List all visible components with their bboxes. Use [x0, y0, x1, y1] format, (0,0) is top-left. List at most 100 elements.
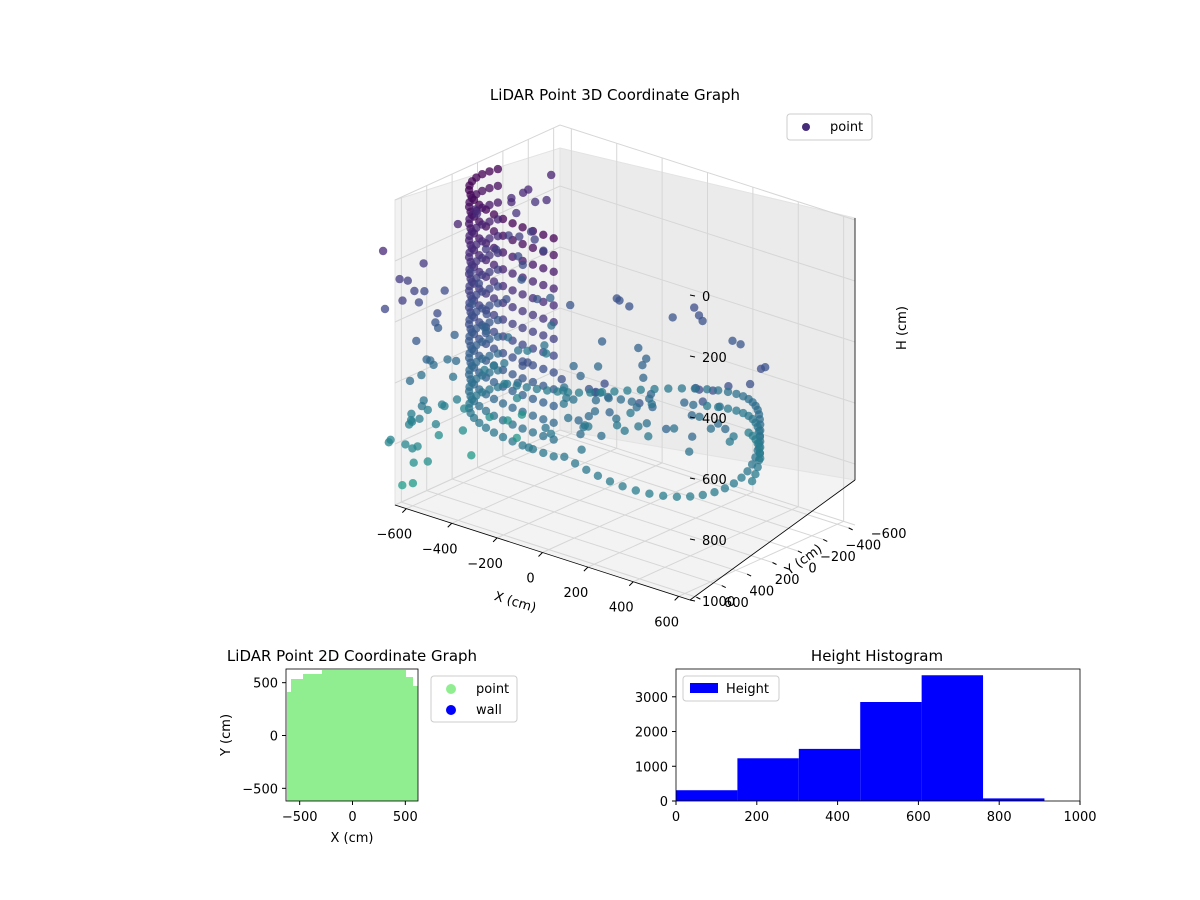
- point-3d: [518, 307, 527, 316]
- scatter-edge-gap: [287, 670, 303, 679]
- point-3d: [620, 426, 629, 435]
- point-3d: [743, 467, 752, 476]
- point-3d: [524, 443, 533, 452]
- point-3d: [478, 203, 487, 212]
- y-tick: [848, 527, 853, 531]
- point-3d: [698, 316, 707, 326]
- point-3d: [493, 232, 503, 241]
- point-3d: [423, 457, 432, 466]
- y-tick-label: −400: [845, 538, 881, 553]
- point-3d: [508, 353, 517, 362]
- x-tick: [538, 552, 543, 557]
- point-3d: [639, 373, 648, 382]
- legend-3d: point: [786, 113, 873, 141]
- point-3d: [493, 315, 503, 325]
- y-tick: [797, 550, 803, 554]
- point-3d: [720, 484, 730, 493]
- grid-line-z: [394, 124, 856, 221]
- point-3d: [616, 395, 626, 404]
- x-tick-label-2d: 0: [348, 810, 356, 825]
- x-tick-label: −600: [376, 528, 412, 543]
- point-3d: [384, 438, 393, 447]
- point-3d: [569, 395, 578, 404]
- x-tick: [583, 566, 589, 572]
- point-3d: [647, 399, 656, 409]
- scatter-edge-gap: [287, 670, 291, 692]
- point-3d: [566, 300, 575, 310]
- point-3d: [523, 346, 532, 355]
- point-3d: [600, 379, 609, 388]
- point-3d: [706, 424, 716, 433]
- point-3d: [603, 392, 613, 402]
- point-3d: [395, 274, 404, 284]
- point-3d: [549, 284, 558, 293]
- point-3d: [590, 407, 600, 416]
- point-3d: [493, 332, 503, 341]
- point-3d: [451, 356, 461, 366]
- histogram-bars: [676, 675, 1045, 801]
- point-3d: [518, 357, 527, 366]
- point-3d: [710, 488, 719, 497]
- point-3d: [493, 164, 503, 174]
- point-3d: [631, 486, 640, 495]
- y-tick-label-2d: 0: [270, 730, 278, 745]
- points-3d: [378, 164, 770, 501]
- point-3d: [503, 333, 513, 342]
- point-3d: [491, 245, 501, 254]
- point-3d: [409, 458, 418, 467]
- point-3d: [539, 280, 548, 290]
- point-3d: [493, 299, 503, 308]
- point-3d: [528, 377, 538, 387]
- point-3d: [407, 409, 416, 418]
- point-3d: [407, 417, 417, 426]
- point-3d: [695, 412, 704, 421]
- point-3d: [680, 398, 689, 407]
- point-3d: [453, 219, 463, 229]
- point-3d: [530, 235, 539, 244]
- point-3d: [478, 287, 487, 296]
- point-3d: [672, 492, 682, 501]
- y-tick-label: −600: [871, 527, 907, 542]
- point-3d: [549, 452, 558, 461]
- point-3d: [659, 491, 668, 500]
- point-3d: [518, 323, 527, 333]
- point-3d: [528, 277, 538, 286]
- point-3d: [638, 361, 647, 370]
- z-tick-label: 1000: [702, 595, 735, 610]
- x-axis-label-2d: X (cm): [331, 831, 374, 846]
- point-3d: [528, 411, 538, 420]
- point-3d: [419, 396, 428, 405]
- point-3d: [690, 303, 699, 312]
- point-3d: [582, 465, 591, 474]
- point-3d: [434, 431, 443, 440]
- point-3d: [485, 301, 494, 310]
- point-3d: [689, 400, 698, 410]
- y-axis-label-2d: Y (cm): [219, 714, 234, 757]
- point-3d: [412, 336, 421, 346]
- grid-line-z: [394, 246, 856, 343]
- point-3d: [504, 231, 513, 240]
- z-tick: [689, 355, 696, 358]
- point-3d: [698, 490, 707, 500]
- y-tick: [696, 596, 701, 600]
- point-3d: [514, 346, 523, 355]
- point-3d: [485, 284, 494, 293]
- grid-line-z: [394, 429, 856, 526]
- point-3d: [729, 479, 739, 488]
- x-tick: [674, 595, 680, 601]
- point-3d: [498, 399, 508, 408]
- point-3d: [433, 323, 443, 333]
- point-3d: [398, 481, 407, 490]
- point-3d: [584, 412, 593, 421]
- histogram-bar: [983, 798, 1045, 801]
- x-tick-label-hist: 600: [906, 810, 931, 825]
- point-3d: [472, 209, 482, 218]
- point-3d: [577, 445, 586, 454]
- point-3d: [642, 354, 651, 363]
- point-3d: [517, 410, 527, 419]
- point-3d: [485, 385, 494, 394]
- point-3d: [478, 270, 487, 280]
- point-3d: [493, 215, 503, 224]
- legend-wall-marker: [446, 705, 456, 715]
- z-tick: [689, 538, 696, 541]
